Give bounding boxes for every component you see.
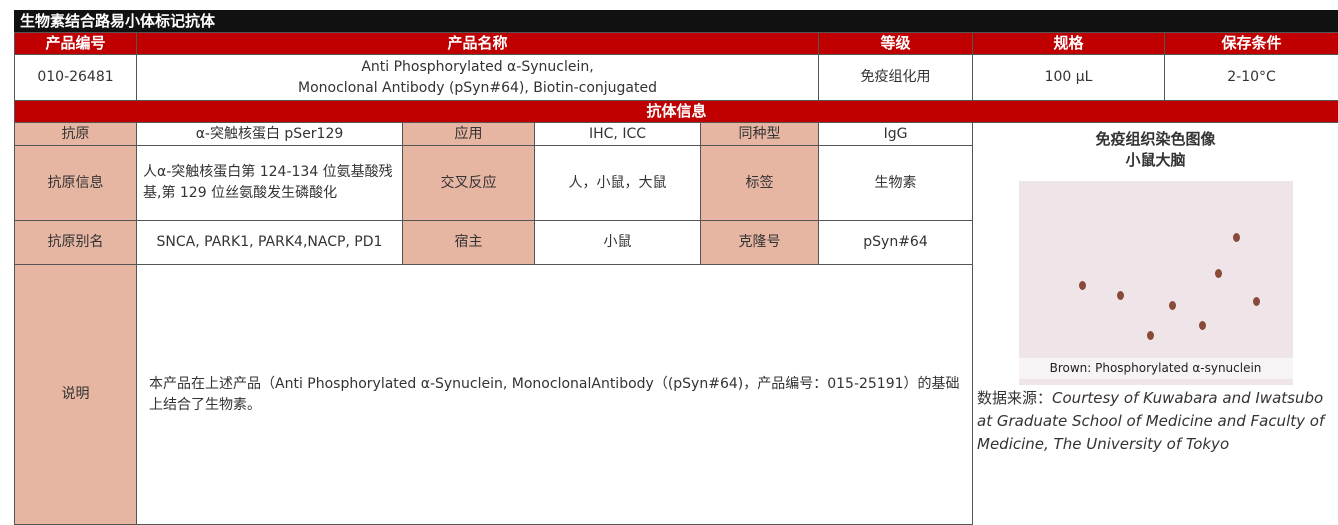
cell: IgG — [819, 123, 973, 146]
image-detail — [1169, 301, 1176, 310]
page-title: 生物素结合路易小体标记抗体 — [14, 10, 1338, 32]
label-cell: 宿主 — [403, 221, 535, 265]
figure-source: 数据来源：Courtesy of Kuwabara and Iwatsubo a… — [977, 387, 1334, 456]
cell: 人α-突触核蛋白第 124-134 位氨基酸残基,第 129 位丝氨酸发生磷酸化 — [137, 146, 403, 221]
cell: 人，小鼠，大鼠 — [535, 146, 701, 221]
cell: 2-10°C — [1165, 55, 1338, 101]
column-header: 产品编号 — [15, 33, 137, 55]
cell: α-突触核蛋白 pSer129 — [137, 123, 403, 146]
label-cell: 抗原别名 — [15, 221, 137, 265]
header-row: 产品编号 产品名称 等级 规格 保存条件 — [15, 33, 1338, 55]
label-cell: 同种型 — [701, 123, 819, 146]
cell: 010-26481 — [15, 55, 137, 101]
product-table: 产品编号 产品名称 等级 规格 保存条件 010-26481 Anti Phos… — [14, 32, 1338, 525]
figure-title: 免疫组织染色图像 — [977, 129, 1334, 150]
image-detail — [1147, 331, 1154, 340]
image-detail — [1199, 321, 1206, 330]
cell: 免疫组化用 — [819, 55, 973, 101]
image-caption: Brown: Phosphorylated α-synuclein — [1019, 358, 1293, 379]
column-header: 保存条件 — [1165, 33, 1338, 55]
label-cell: 交叉反应 — [403, 146, 535, 221]
label-cell: 克隆号 — [701, 221, 819, 265]
label-cell: 抗原 — [15, 123, 137, 146]
name-line: Anti Phosphorylated α-Synuclein, — [143, 57, 812, 78]
source-label: 数据来源： — [977, 389, 1052, 407]
cell: 100 μL — [973, 55, 1165, 101]
figure-subtitle: 小鼠大脑 — [977, 150, 1334, 171]
product-row: 010-26481 Anti Phosphorylated α-Synuclei… — [15, 55, 1338, 101]
column-header: 产品名称 — [137, 33, 819, 55]
image-detail — [1117, 291, 1124, 300]
description-text: 本产品在上述产品（Anti Phosphorylated α-Synuclein… — [137, 265, 973, 525]
cell: Anti Phosphorylated α-Synuclein,Monoclon… — [137, 55, 819, 101]
label-cell: 说明 — [15, 265, 137, 525]
image-detail — [1233, 233, 1240, 242]
cell: pSyn#64 — [819, 221, 973, 265]
label-cell: 抗原信息 — [15, 146, 137, 221]
section-header: 抗体信息 — [15, 101, 1338, 123]
cell: 小鼠 — [535, 221, 701, 265]
stain-image: Brown: Phosphorylated α-synuclein — [1019, 181, 1293, 385]
section-row: 抗体信息 — [15, 101, 1338, 123]
cell: SNCA, PARK1, PARK4,NACP, PD1 — [137, 221, 403, 265]
image-detail — [1215, 269, 1222, 278]
image-detail — [1079, 281, 1086, 290]
figure-panel: 免疫组织染色图像 小鼠大脑 Brown: Phosphorylated α-sy… — [973, 123, 1338, 525]
column-header: 规格 — [973, 33, 1165, 55]
cell: IHC, ICC — [535, 123, 701, 146]
info-row: 抗原 α-突触核蛋白 pSer129 应用 IHC, ICC 同种型 IgG 免… — [15, 123, 1338, 146]
cell: 生物素 — [819, 146, 973, 221]
image-detail — [1253, 297, 1260, 306]
label-cell: 应用 — [403, 123, 535, 146]
name-line: Monoclonal Antibody (pSyn#64), Biotin-co… — [143, 78, 812, 99]
column-header: 等级 — [819, 33, 973, 55]
label-cell: 标签 — [701, 146, 819, 221]
